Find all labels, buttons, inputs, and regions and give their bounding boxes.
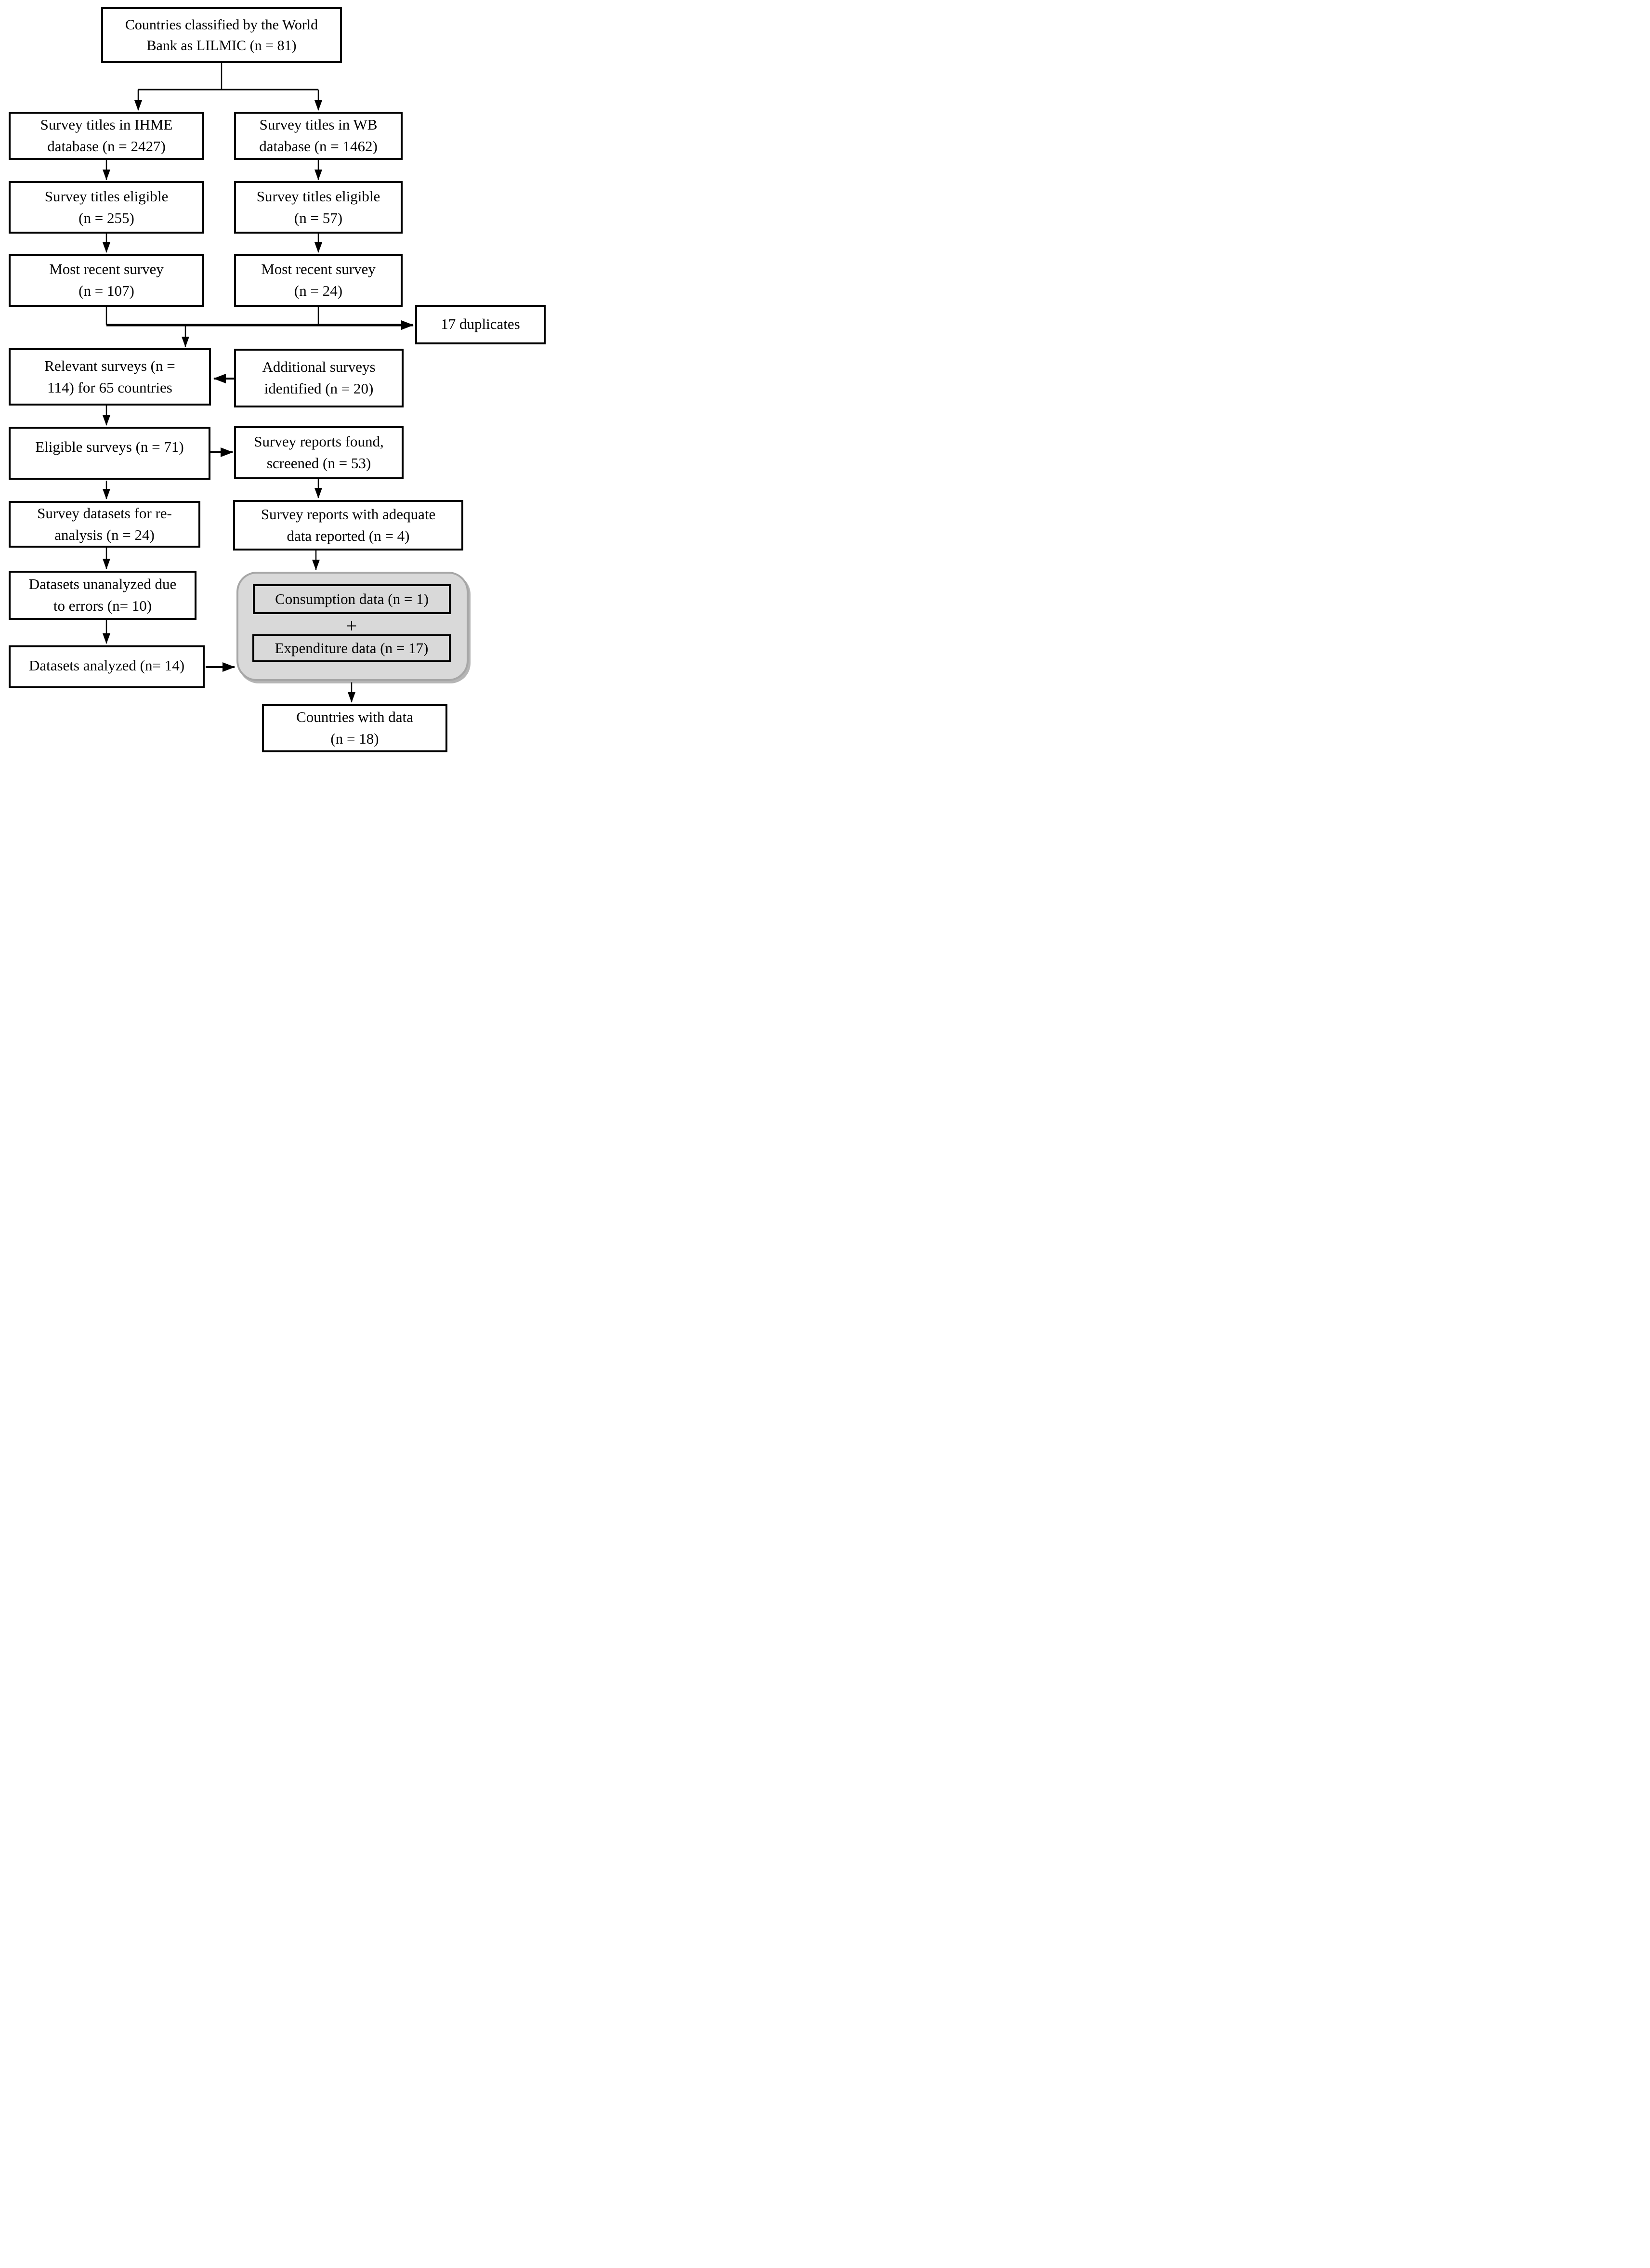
node-wb-titles-line2: database (n = 1462) (259, 138, 378, 155)
node-datasets-unanalyzed-line2: to errors (n= 10) (53, 597, 152, 614)
node-most-recent-wb: Most recent survey (n = 24) (234, 254, 403, 307)
node-countries-with-data-line2: (n = 18) (330, 730, 379, 747)
node-relevant-surveys-line2: 114) for 65 countries (47, 379, 172, 396)
node-titles-eligible-ihme-line2: (n = 255) (79, 209, 134, 226)
results-group-panel (236, 572, 469, 681)
node-relevant-surveys-line1: Relevant surveys (n = (44, 357, 175, 374)
node-datasets-unanalyzed-line1: Datasets unanalyzed due (28, 576, 177, 593)
node-wb-titles-line1: Survey titles in WB (259, 116, 378, 133)
node-eligible-surveys: Eligible surveys (n = 71) (9, 427, 210, 480)
node-most-recent-ihme-line2: (n = 107) (79, 282, 134, 299)
node-datasets-analyzed: Datasets analyzed (n= 14) (9, 645, 205, 688)
node-titles-eligible-ihme-line1: Survey titles eligible (44, 187, 169, 205)
connector-lines (103, 63, 414, 703)
node-reports-found: Survey reports found, screened (n = 53) (234, 426, 404, 479)
node-countries-lilmic-line2: Bank as LILMIC (n = 81) (146, 38, 297, 53)
node-datasets-analyzed-line1: Datasets analyzed (n= 14) (28, 657, 185, 674)
node-ihme-titles-line1: Survey titles in IHME (40, 116, 173, 133)
node-duplicates-line1: 17 duplicates (441, 315, 520, 332)
node-titles-eligible-wb-line2: (n = 57) (294, 209, 343, 226)
node-reports-adequate-line1: Survey reports with adequate (261, 505, 436, 523)
node-datasets-unanalyzed: Datasets unanalyzed due to errors (n= 10… (9, 571, 196, 620)
node-countries-with-data: Countries with data (n = 18) (262, 704, 447, 752)
node-reports-found-line2: screened (n = 53) (266, 455, 371, 472)
node-eligible-surveys-line1: Eligible surveys (n = 71) (35, 438, 184, 455)
node-duplicates: 17 duplicates (415, 305, 546, 344)
node-reports-found-line1: Survey reports found, (254, 433, 384, 450)
node-additional-surveys-line1: Additional surveys (262, 358, 376, 376)
node-expenditure-data: Expenditure data (n = 17) (252, 634, 451, 662)
node-most-recent-wb-line2: (n = 24) (294, 282, 343, 299)
node-datasets-reanalysis: Survey datasets for re- analysis (n = 24… (9, 501, 200, 548)
node-most-recent-wb-line1: Most recent survey (261, 261, 376, 278)
node-countries-with-data-line1: Countries with data (296, 708, 413, 726)
node-consumption-data: Consumption data (n = 1) (253, 584, 451, 614)
node-additional-surveys-line2: identified (n = 20) (264, 380, 374, 397)
node-reports-adequate-line2: data reported (n = 4) (287, 527, 410, 544)
node-expenditure-data-line1: Expenditure data (n = 17) (275, 639, 429, 656)
node-titles-eligible-wb-line1: Survey titles eligible (256, 187, 380, 205)
node-countries-lilmic-line1: Countries classified by the World (125, 16, 318, 33)
node-wb-titles: Survey titles in WB database (n = 1462) (234, 112, 403, 160)
node-ihme-titles-line2: database (n = 2427) (47, 138, 166, 155)
node-additional-surveys: Additional surveys identified (n = 20) (234, 349, 404, 407)
study-selection-flowchart: Countries classified by the World Bank a… (0, 0, 550, 756)
node-titles-eligible-ihme: Survey titles eligible (n = 255) (9, 181, 204, 234)
node-reports-adequate: Survey reports with adequate data report… (233, 500, 463, 551)
node-countries-lilmic: Countries classified by the World Bank a… (101, 7, 342, 63)
node-datasets-reanalysis-line2: analysis (n = 24) (54, 526, 155, 543)
node-datasets-reanalysis-line1: Survey datasets for re- (37, 504, 172, 522)
node-consumption-data-line1: Consumption data (n = 1) (275, 590, 429, 607)
plus-sign: + (346, 615, 357, 637)
node-relevant-surveys: Relevant surveys (n = 114) for 65 countr… (9, 348, 211, 406)
node-titles-eligible-wb: Survey titles eligible (n = 57) (234, 181, 403, 234)
node-most-recent-ihme-line1: Most recent survey (49, 261, 164, 278)
node-ihme-titles: Survey titles in IHME database (n = 2427… (9, 112, 204, 160)
node-most-recent-ihme: Most recent survey (n = 107) (9, 254, 204, 307)
